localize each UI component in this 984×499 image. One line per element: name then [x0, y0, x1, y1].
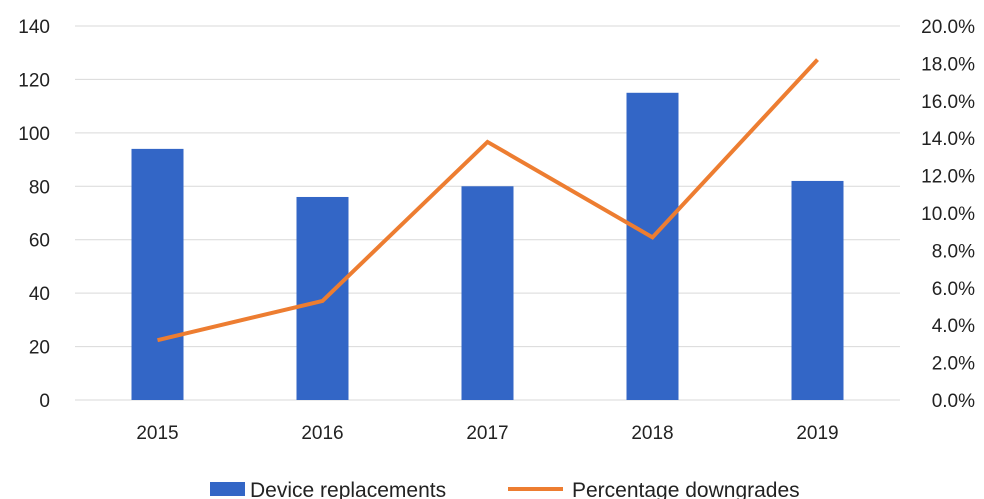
- right-y-tick-label: 4.0%: [932, 316, 975, 337]
- bar-series-device-replacements: [131, 92, 844, 401]
- x-tick-label: 2017: [466, 423, 508, 444]
- x-axis: 2015 2016 2017 2018 2019: [136, 423, 838, 444]
- right-y-tick-label: 20.0%: [921, 17, 975, 38]
- bar-2019: [791, 180, 844, 400]
- left-y-tick-label: 100: [18, 124, 50, 145]
- right-y-tick-label: 18.0%: [921, 54, 975, 75]
- legend-swatch-device-replacements: [210, 482, 245, 496]
- x-tick-label: 2019: [796, 423, 838, 444]
- legend-label-percentage-downgrades: Percentage downgrades: [572, 479, 800, 499]
- left-y-tick-label: 0: [39, 391, 50, 412]
- right-y-axis: 0.0% 2.0% 4.0% 6.0% 8.0% 10.0% 12.0% 14.0% 16.0%…: [921, 17, 975, 412]
- left-y-tick-label: 60: [29, 231, 50, 252]
- bar-2017: [461, 186, 514, 400]
- left-y-tick-label: 20: [29, 338, 50, 359]
- left-y-tick-label: 120: [18, 70, 50, 91]
- right-y-tick-label: 14.0%: [921, 129, 975, 150]
- line-series-percentage-downgrades: [157, 58, 819, 343]
- x-tick-label: 2015: [136, 423, 178, 444]
- right-y-tick-label: 2.0%: [932, 354, 975, 375]
- legend: Device replacements Percentage downgrade…: [210, 479, 800, 499]
- bar-2015: [131, 148, 184, 400]
- right-y-tick-label: 8.0%: [932, 241, 975, 262]
- left-y-tick-label: 40: [29, 284, 50, 305]
- right-y-tick-label: 16.0%: [921, 92, 975, 113]
- x-tick-label: 2016: [301, 423, 343, 444]
- bar-2018: [626, 92, 679, 401]
- left-y-axis: 0 20 40 60 80 100 120 140: [18, 17, 50, 412]
- x-tick-label: 2018: [631, 423, 673, 444]
- legend-label-device-replacements: Device replacements: [250, 479, 446, 499]
- left-y-tick-label: 140: [18, 17, 50, 38]
- right-y-tick-label: 10.0%: [921, 204, 975, 225]
- right-y-tick-label: 0.0%: [932, 391, 975, 412]
- right-y-tick-label: 12.0%: [921, 167, 975, 188]
- left-y-tick-label: 80: [29, 177, 50, 198]
- right-y-tick-label: 6.0%: [932, 279, 975, 300]
